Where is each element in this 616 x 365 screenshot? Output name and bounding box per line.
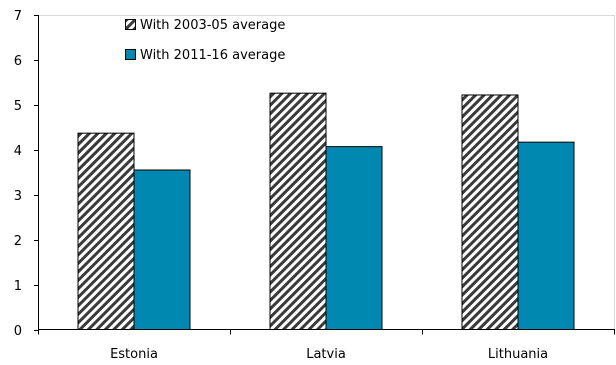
bar-latvia-series-1: [269, 92, 327, 330]
category-label: Lithuania: [488, 347, 548, 362]
category-labels: Estonia Latvia Lithuania: [110, 347, 548, 362]
category-label: Estonia: [110, 347, 158, 362]
y-tick-label: 1: [14, 279, 22, 294]
legend-swatch-hatched: [125, 19, 136, 30]
y-tick-label: 2: [14, 234, 22, 249]
bar-estonia-series-1: [77, 132, 135, 330]
bar-latvia-series-2: [325, 146, 383, 330]
y-tick-label: 7: [14, 9, 22, 24]
x-axis-ticks: [38, 329, 615, 335]
legend: With 2003-05 average With 2011-16 averag…: [125, 18, 285, 63]
legend-label-2011-16: With 2011-16 average: [140, 48, 285, 63]
bars: [77, 92, 575, 330]
y-axis-ticks: 0 1 2 3 4 5 6 7: [14, 9, 38, 339]
category-label: Latvia: [306, 347, 346, 362]
y-tick-label: 0: [14, 324, 22, 339]
legend-swatch-solid: [125, 49, 136, 60]
bar-lithuania-series-1: [461, 94, 519, 330]
y-tick-label: 3: [14, 189, 22, 204]
y-tick-label: 4: [14, 144, 22, 159]
bar-lithuania-series-2: [517, 141, 575, 330]
y-tick-label: 5: [14, 99, 22, 114]
bar-estonia-series-2: [133, 169, 191, 330]
legend-label-2003-05: With 2003-05 average: [140, 18, 285, 33]
y-tick-label: 6: [14, 54, 22, 69]
